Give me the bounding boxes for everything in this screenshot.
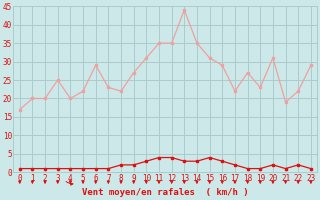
X-axis label: Vent moyen/en rafales  ( km/h ): Vent moyen/en rafales ( km/h ) [82,188,249,197]
